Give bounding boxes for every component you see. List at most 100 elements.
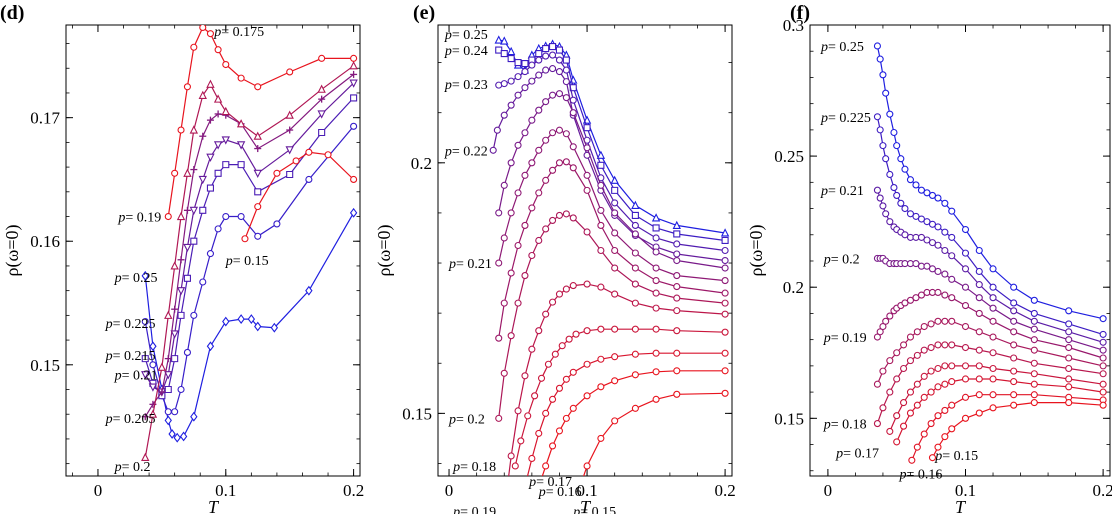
data-point — [183, 348, 191, 356]
data-point — [569, 404, 577, 412]
series-0.21 — [141, 79, 358, 397]
data-point — [149, 361, 157, 369]
series-0.23 — [495, 51, 729, 255]
data-point — [141, 452, 150, 462]
data-point — [923, 218, 931, 226]
data-point — [631, 264, 639, 272]
data-point — [535, 71, 543, 79]
data-point — [989, 294, 997, 302]
data-point — [206, 116, 214, 124]
series-annotation: p= 0.18 — [823, 418, 867, 433]
data-point — [1099, 346, 1107, 354]
data-point — [989, 304, 997, 312]
data-point — [673, 230, 681, 238]
series-0.18 — [873, 341, 1107, 428]
data-point — [1030, 336, 1038, 344]
series-0.21 — [873, 186, 1107, 346]
data-point — [631, 211, 639, 219]
data-point — [1065, 320, 1073, 328]
data-point — [562, 375, 570, 383]
x-tick-label: 0.1 — [576, 481, 597, 500]
data-point — [882, 317, 890, 325]
data-point — [912, 294, 920, 302]
data-point — [652, 368, 660, 376]
data-point — [1099, 388, 1107, 396]
data-point — [286, 68, 294, 76]
series-0.17 — [893, 375, 1107, 446]
data-point — [141, 371, 150, 380]
data-point — [893, 412, 901, 420]
data-point — [562, 94, 570, 102]
data-point — [583, 186, 591, 194]
data-point — [555, 427, 564, 435]
data-point — [1030, 380, 1038, 388]
data-point — [542, 176, 550, 184]
data-point — [906, 409, 915, 417]
data-point — [1099, 370, 1107, 378]
data-point — [528, 251, 536, 260]
data-point — [549, 42, 557, 51]
data-point — [961, 393, 970, 401]
data-point — [273, 169, 281, 177]
data-point — [610, 175, 619, 184]
data-point — [583, 392, 591, 400]
data-point — [927, 420, 935, 428]
data-point — [569, 164, 577, 172]
data-point — [318, 95, 326, 103]
data-point — [928, 239, 937, 247]
data-point — [989, 283, 997, 291]
data-point — [198, 175, 207, 185]
data-point — [673, 283, 681, 291]
y-axis-label: ρ(ω=0) — [746, 225, 767, 277]
data-point — [350, 122, 358, 130]
series-line — [541, 370, 726, 476]
data-point — [961, 302, 970, 310]
data-point — [611, 290, 619, 298]
data-point — [906, 176, 915, 184]
data-point — [720, 228, 730, 237]
data-point — [721, 264, 729, 272]
data-point — [221, 106, 230, 116]
data-point — [549, 395, 557, 403]
series-0.2 — [141, 61, 358, 462]
y-tick-label: 0.17 — [30, 109, 60, 128]
data-point — [941, 270, 949, 278]
data-point — [206, 250, 214, 258]
data-point — [941, 362, 949, 370]
series-0.2 — [873, 254, 1107, 354]
data-point — [514, 73, 522, 81]
data-point — [171, 305, 179, 313]
data-point — [975, 294, 983, 302]
plot-frame — [809, 24, 1111, 477]
data-point — [305, 175, 313, 184]
data-point — [569, 282, 577, 290]
series-line — [492, 67, 726, 262]
data-point — [305, 285, 313, 296]
data-point — [893, 349, 901, 357]
plot-frame — [65, 24, 361, 477]
data-point — [569, 214, 577, 222]
data-point — [222, 161, 230, 169]
series-0.175 — [886, 362, 1107, 435]
data-point — [164, 408, 172, 416]
data-point — [507, 159, 515, 167]
data-point — [521, 272, 529, 280]
data-point — [158, 388, 166, 396]
data-point — [514, 241, 522, 250]
data-point — [652, 325, 660, 333]
series-annotation: p= 0.19 — [117, 211, 161, 226]
data-point — [583, 280, 591, 288]
series-line — [144, 73, 354, 418]
data-point — [611, 377, 619, 385]
data-point — [611, 229, 619, 237]
data-point — [190, 411, 198, 422]
data-point — [521, 68, 529, 76]
data-point — [500, 299, 508, 307]
data-point — [176, 211, 186, 221]
data-point — [222, 60, 230, 69]
series-line — [514, 328, 726, 467]
data-point — [975, 391, 983, 399]
data-point — [253, 169, 262, 178]
data-point — [537, 374, 546, 382]
data-point — [1065, 343, 1073, 352]
